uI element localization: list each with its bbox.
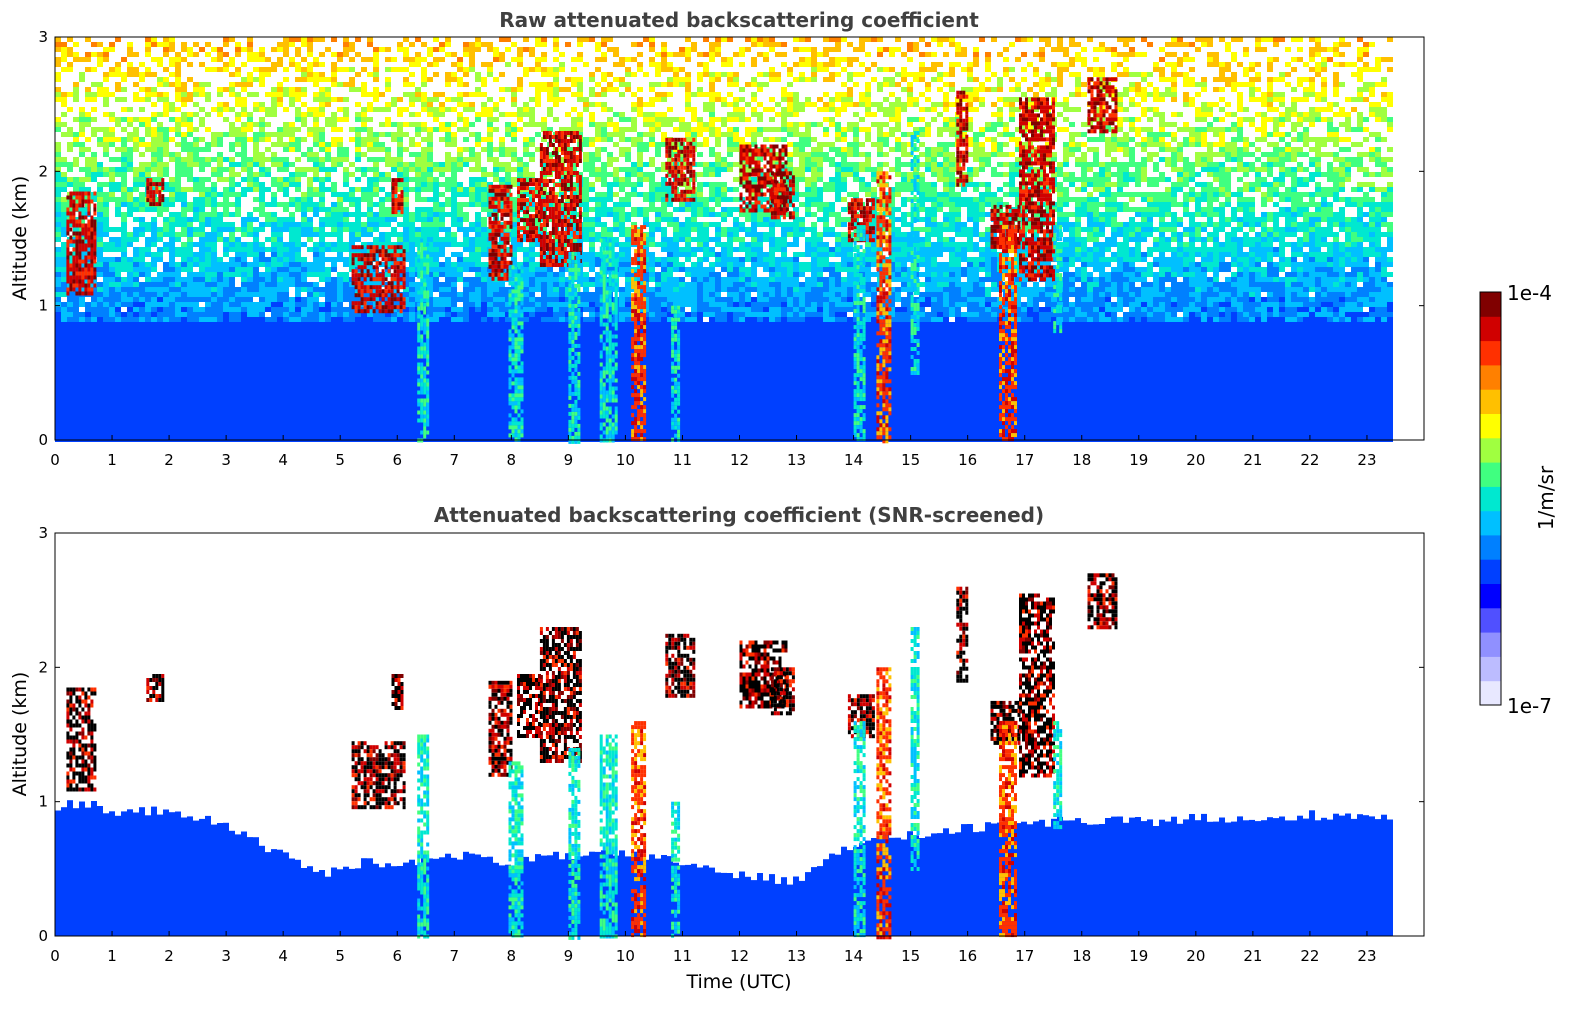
x-tick-label: 9 xyxy=(564,947,574,965)
x-tick-label: 9 xyxy=(564,451,574,469)
x-tick-label: 8 xyxy=(507,451,517,469)
y-tick-label: 2 xyxy=(38,658,48,676)
y-ticks-screened: 0 1 2 3 xyxy=(38,524,1424,945)
x-tick-label: 15 xyxy=(901,451,920,469)
x-tick-label: 7 xyxy=(450,947,460,965)
colorbar-frame xyxy=(1479,291,1502,706)
y-ticks-raw: 0 1 2 3 xyxy=(38,28,1424,449)
panel-screened: Attenuated backscattering coefficient (S… xyxy=(9,503,1425,993)
x-tick-label: 2 xyxy=(164,947,174,965)
y-tick-label: 0 xyxy=(38,927,48,945)
panel-raw: Raw attenuated backscattering coefficien… xyxy=(9,8,1425,469)
x-tick-label: 23 xyxy=(1357,451,1376,469)
x-axis-label: Time (UTC) xyxy=(685,971,791,993)
x-tick-label: 19 xyxy=(1129,451,1148,469)
colorbar-step xyxy=(1480,510,1501,536)
colorbar-step xyxy=(1480,437,1501,463)
y-axis-label-screened: Altitude (km) xyxy=(9,672,31,797)
x-tick-label: 0 xyxy=(50,947,60,965)
x-tick-label: 3 xyxy=(221,947,231,965)
colorbar-step xyxy=(1480,534,1501,560)
colorbar-step xyxy=(1480,486,1501,512)
x-tick-label: 10 xyxy=(616,451,635,469)
y-tick-label: 3 xyxy=(38,524,48,542)
panel-title-raw: Raw attenuated backscattering coefficien… xyxy=(499,8,979,32)
x-tick-label: 4 xyxy=(278,451,288,469)
x-tick-label: 14 xyxy=(844,947,863,965)
x-tick-label: 11 xyxy=(673,451,692,469)
x-tick-label: 1 xyxy=(107,947,117,965)
x-tick-label: 11 xyxy=(673,947,692,965)
x-tick-label: 5 xyxy=(335,947,345,965)
colorbar-step xyxy=(1480,656,1501,682)
x-ticks-raw: 0 1 2 3 4 5 6 7 8 9 10 11 12 13 14 15 16 17 18 19 20 21 22 23 xyxy=(50,435,1377,469)
x-tick-label: 18 xyxy=(1072,451,1091,469)
x-tick-label: 14 xyxy=(844,451,863,469)
colorbar-step xyxy=(1480,680,1501,706)
colorbar-step xyxy=(1480,389,1501,414)
x-tick-label: 13 xyxy=(787,947,806,965)
colorbar-step xyxy=(1480,316,1501,342)
colorbar-scale xyxy=(1480,292,1501,706)
x-tick-label: 8 xyxy=(507,947,517,965)
x-tick-label: 21 xyxy=(1243,451,1262,469)
x-tick-label: 10 xyxy=(616,947,635,965)
colorbar-max-label: 1e-4 xyxy=(1507,281,1552,305)
x-tick-label: 19 xyxy=(1129,947,1148,965)
x-tick-label: 21 xyxy=(1243,947,1262,965)
colorbar-min-label: 1e-7 xyxy=(1507,694,1552,718)
heatmap-screened xyxy=(55,573,1393,940)
x-tick-label: 16 xyxy=(958,451,977,469)
colorbar-step xyxy=(1480,292,1501,317)
x-tick-label: 23 xyxy=(1357,947,1376,965)
x-tick-label: 6 xyxy=(392,451,402,469)
x-tick-label: 1 xyxy=(107,451,117,469)
colorbar-step xyxy=(1480,413,1501,439)
colorbar-step xyxy=(1480,607,1501,633)
y-tick-label: 1 xyxy=(38,793,48,811)
colorbar-unit-label: 1/m/sr xyxy=(1534,465,1558,530)
colorbar: 1e-4 1e-7 1/m/sr xyxy=(1479,281,1558,718)
heatmap-raw xyxy=(55,37,1393,444)
x-tick-label: 18 xyxy=(1072,947,1091,965)
x-tick-label: 17 xyxy=(1015,451,1034,469)
colorbar-step xyxy=(1480,583,1501,609)
y-tick-label: 1 xyxy=(38,297,48,315)
colorbar-step xyxy=(1480,364,1501,390)
x-tick-label: 13 xyxy=(787,451,806,469)
colorbar-step xyxy=(1480,632,1501,657)
y-axis-label-raw: Altitude (km) xyxy=(9,176,31,301)
x-tick-label: 12 xyxy=(730,947,749,965)
x-tick-label: 22 xyxy=(1300,451,1319,469)
x-tick-label: 15 xyxy=(901,947,920,965)
colorbar-step xyxy=(1480,340,1501,366)
x-tick-label: 16 xyxy=(958,947,977,965)
x-tick-label: 22 xyxy=(1300,947,1319,965)
y-tick-label: 3 xyxy=(38,28,48,46)
x-tick-label: 2 xyxy=(164,451,174,469)
x-tick-label: 12 xyxy=(730,451,749,469)
x-tick-label: 20 xyxy=(1186,947,1205,965)
colorbar-step xyxy=(1480,462,1501,487)
x-tick-label: 6 xyxy=(392,947,402,965)
panel-title-screened: Attenuated backscattering coefficient (S… xyxy=(434,503,1044,527)
y-tick-label: 0 xyxy=(38,431,48,449)
x-tick-label: 4 xyxy=(278,947,288,965)
x-tick-label: 17 xyxy=(1015,947,1034,965)
x-tick-label: 0 xyxy=(50,451,60,469)
x-tick-label: 20 xyxy=(1186,451,1205,469)
colorbar-step xyxy=(1480,559,1501,584)
x-tick-label: 5 xyxy=(335,451,345,469)
x-ticks-screened: 0 1 2 3 4 5 6 7 8 9 10 11 12 13 14 15 16 17 18 19 20 21 22 23 xyxy=(50,931,1377,965)
x-tick-label: 3 xyxy=(221,451,231,469)
x-tick-label: 7 xyxy=(450,451,460,469)
y-tick-label: 2 xyxy=(38,162,48,180)
